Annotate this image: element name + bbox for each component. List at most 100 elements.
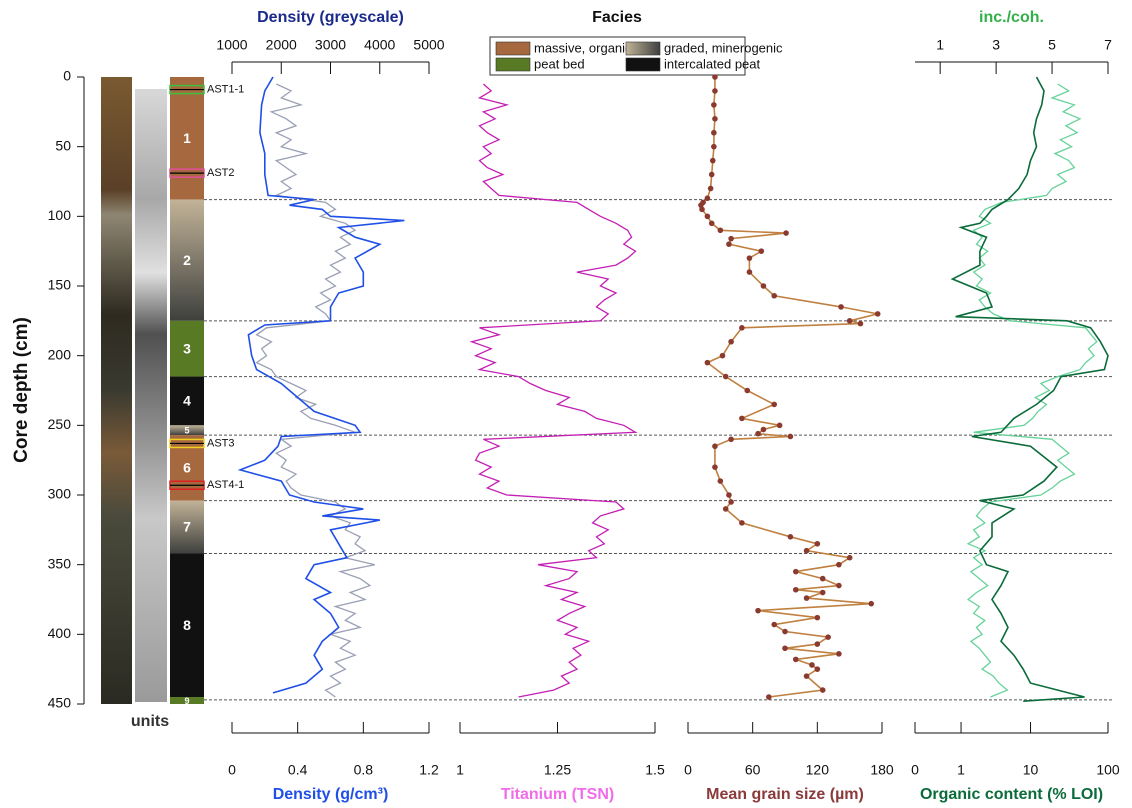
x2-tick-label: 5 bbox=[1048, 37, 1056, 53]
marker bbox=[760, 283, 767, 289]
marker bbox=[782, 628, 788, 635]
sample-label: AST4-1 bbox=[207, 479, 244, 491]
marker bbox=[836, 651, 842, 657]
marker bbox=[783, 230, 789, 236]
x-tick-label: 1 bbox=[456, 762, 464, 778]
marker bbox=[711, 102, 717, 108]
x2-tick-label: 3000 bbox=[315, 37, 346, 53]
marker bbox=[792, 568, 799, 575]
y-tick-label: 0 bbox=[63, 68, 71, 84]
y-axis-label: Core depth (cm) bbox=[11, 317, 32, 463]
x-tick-label: 0.4 bbox=[288, 762, 308, 778]
unit bbox=[170, 320, 204, 377]
unit-label: 2 bbox=[183, 252, 191, 268]
bottom-axis-title: Titanium (TSN) bbox=[501, 786, 614, 803]
marker bbox=[760, 426, 767, 433]
y-tick-label: 300 bbox=[48, 486, 72, 502]
x2-tick-label: 1 bbox=[936, 37, 944, 53]
marker bbox=[825, 634, 831, 640]
marker bbox=[792, 656, 799, 663]
marker bbox=[819, 589, 826, 596]
y-tick-label: 400 bbox=[48, 625, 72, 641]
marker bbox=[708, 220, 715, 227]
y-tick-label: 200 bbox=[48, 346, 72, 362]
marker bbox=[717, 478, 724, 484]
marker bbox=[755, 607, 761, 614]
marker bbox=[712, 88, 718, 94]
marker bbox=[722, 506, 729, 512]
marker bbox=[868, 600, 875, 607]
x-tick-label: 60 bbox=[745, 762, 761, 778]
legend-swatch bbox=[495, 57, 531, 72]
marker bbox=[739, 520, 745, 526]
y-tick-label: 450 bbox=[48, 695, 72, 711]
bottom-axis-title: Organic content (% LOI) bbox=[920, 786, 1103, 803]
marker bbox=[704, 213, 711, 220]
marker bbox=[836, 582, 842, 589]
marker bbox=[776, 422, 783, 429]
unit bbox=[170, 697, 204, 704]
x-tick-label: 1.25 bbox=[544, 762, 571, 778]
marker bbox=[836, 561, 842, 568]
x-tick-label: 0 bbox=[684, 762, 692, 778]
marker bbox=[712, 74, 718, 80]
marker bbox=[739, 415, 745, 422]
legend-label: graded, minerogenic bbox=[664, 40, 783, 55]
x2-tick-label: 2000 bbox=[266, 37, 297, 53]
marker bbox=[814, 666, 821, 672]
units-label: units bbox=[131, 713, 169, 730]
bottom-axis-title: Mean grain size (µm) bbox=[706, 786, 864, 803]
x-tick-label: 100 bbox=[1096, 762, 1120, 778]
x2-tick-label: 7 bbox=[1104, 37, 1112, 53]
unit-label: 5 bbox=[184, 426, 189, 436]
legend-swatch bbox=[495, 41, 531, 56]
unit-label: 6 bbox=[183, 460, 191, 476]
marker bbox=[746, 255, 753, 261]
marker bbox=[874, 311, 881, 317]
legend-swatch bbox=[625, 57, 661, 72]
x2-tick-label: 3 bbox=[992, 37, 1000, 53]
marker bbox=[728, 499, 734, 505]
y-tick-label: 350 bbox=[48, 555, 72, 571]
marker bbox=[814, 641, 821, 647]
unit-label: 9 bbox=[184, 696, 189, 706]
sample-label: AST1-1 bbox=[207, 83, 244, 95]
marker bbox=[728, 436, 734, 443]
marker bbox=[819, 575, 826, 582]
unit bbox=[170, 376, 204, 426]
y-tick-label: 100 bbox=[48, 207, 72, 223]
unit bbox=[170, 199, 204, 321]
x-tick-label: 0 bbox=[228, 762, 236, 778]
marker bbox=[704, 195, 711, 202]
x-tick-label: 1 bbox=[957, 762, 965, 778]
legend-label: massive, organic bbox=[534, 40, 632, 55]
marker bbox=[726, 241, 732, 247]
legend-swatch bbox=[625, 41, 661, 56]
sample-label: AST2 bbox=[207, 167, 235, 179]
sample-label: AST3 bbox=[207, 437, 235, 449]
legend-label: intercalated peat bbox=[664, 56, 761, 71]
x-tick-label: 0.8 bbox=[354, 762, 374, 778]
bottom-axis-title: Density (g/cm³) bbox=[273, 786, 389, 803]
x-tick-label: 1.2 bbox=[419, 762, 439, 778]
unit-label: 7 bbox=[183, 519, 191, 535]
marker bbox=[846, 318, 853, 324]
facies-title: Facies bbox=[592, 9, 642, 26]
marker bbox=[819, 687, 826, 693]
unit-label: 3 bbox=[183, 340, 191, 356]
series-line bbox=[700, 77, 878, 698]
x-tick-label: 10 bbox=[1023, 762, 1039, 778]
y-tick-label: 50 bbox=[55, 137, 71, 153]
marker bbox=[857, 320, 864, 327]
marker bbox=[728, 338, 734, 345]
marker bbox=[846, 554, 853, 561]
marker bbox=[719, 352, 726, 359]
marker bbox=[744, 387, 751, 394]
marker bbox=[782, 645, 788, 652]
marker bbox=[803, 595, 810, 601]
marker bbox=[758, 248, 765, 254]
unit bbox=[170, 425, 204, 436]
unit bbox=[170, 77, 204, 200]
marker bbox=[722, 373, 729, 380]
